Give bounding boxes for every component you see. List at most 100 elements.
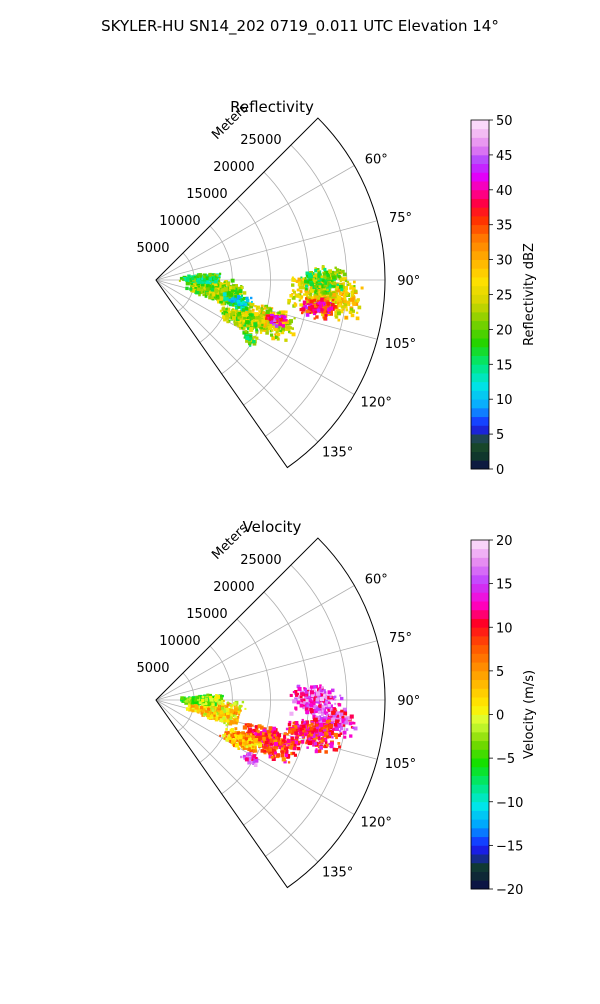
echo-cell [246,756,249,759]
echo-cell [284,310,288,314]
echo-cell [323,284,327,288]
colorbar-segment [471,627,489,637]
echo-cell [246,741,249,744]
echo-cell [275,330,279,334]
echo-cell [278,326,281,329]
echo-cell [296,288,300,292]
echo-cell [196,708,201,713]
echo-cell [244,330,247,333]
colorbar-segment [471,557,489,567]
echo-cell [322,733,327,738]
echo-cell [308,272,312,277]
echo-cell [247,315,251,319]
echo-cell [297,282,302,287]
echo-cell [306,303,309,306]
echo-cell [360,286,364,290]
echo-cell [348,310,352,314]
echo-cell [304,728,308,732]
echo-cell [312,710,315,713]
colorbar-segment [471,609,489,619]
echo-cell [248,728,252,732]
echo-cell [253,335,257,339]
echo-cell [241,299,244,302]
colorbar-segment [471,601,489,611]
echo-cell [259,326,262,329]
echo-cell [235,731,238,734]
echo-cell [311,693,315,697]
echo-cell [208,702,212,706]
echo-cell [269,738,274,743]
echo-cell [233,298,237,303]
echo-cell [330,270,335,275]
echo-cell [192,285,197,290]
echo-cell [330,277,333,280]
echo-cell [247,309,252,315]
echo-cell [314,291,317,294]
echo-cell [301,736,304,739]
echo-cell [312,712,316,716]
echo-cell [238,291,243,296]
echo-cell [327,313,330,316]
echo-cell [329,292,333,296]
echo-cell [191,697,195,701]
echo-cell [240,285,243,288]
echo-cell [251,724,254,727]
panel-title: Reflectivity [230,98,314,116]
echo-cell [265,314,270,319]
echo-cell [240,755,243,759]
echo-cell [309,726,314,731]
echo-cell [266,316,270,320]
echo-cell [298,732,301,735]
echo-cell [191,288,196,293]
echo-cell [328,306,332,311]
echo-cell [317,297,321,301]
echo-cell [328,723,333,728]
echo-cell [269,320,274,324]
echo-cell [345,308,349,312]
echo-cell [333,295,337,300]
colorbar-segment [471,364,489,374]
echo-cell [280,327,285,332]
echo-cell [317,277,320,280]
echo-cell [317,749,322,753]
echo-cell [274,736,278,740]
colorbar-tick-label: 40 [496,184,513,199]
echo-cell [230,298,235,303]
echo-cell [243,756,247,760]
echo-cell [278,315,281,319]
echo-cell [211,296,214,300]
echo-cell [250,740,254,744]
colorbar-segment [471,871,489,881]
echo-cell [342,277,347,282]
echo-cell [314,710,318,714]
echo-cell [194,705,199,710]
echo-cell [223,706,227,710]
echo-cell [216,291,220,295]
echo-cell [324,724,328,728]
echo-cell [337,719,340,722]
echo-cell [287,301,291,305]
echo-cell [259,318,264,323]
echo-cell [341,269,345,274]
echo-cell [324,744,328,749]
echo-cell [291,283,295,287]
echo-cell [265,309,270,314]
echo-cell [262,731,266,736]
echo-cell [291,327,294,330]
echo-cell [322,306,325,309]
echo-cell [275,327,280,332]
echo-cell [294,736,299,740]
echo-cell [334,748,339,752]
echo-cell [321,737,325,740]
echo-cell [198,694,203,700]
echo-cell [271,329,274,332]
echo-cell [305,306,309,309]
echo-cell [248,734,253,738]
echo-cell [343,299,347,303]
echo-cell [318,736,321,739]
echo-cell [323,294,327,298]
echo-cell [252,733,256,737]
echo-cell [320,297,325,302]
echo-cell [215,703,218,706]
echo-cell [260,309,263,312]
